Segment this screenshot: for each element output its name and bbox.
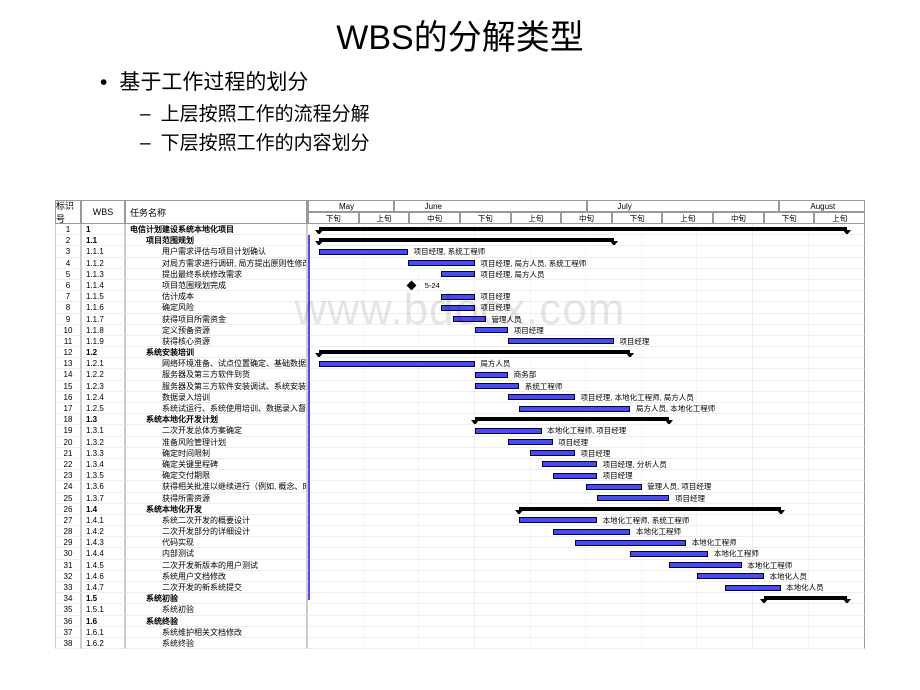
table-row: 151.2.3服务器及第三方软件安装调试、系统安装调试系统工程师 [55, 381, 865, 392]
table-row: 161.2.4数据录入培训项目经理, 本地化工程师, 局方人员 [55, 392, 865, 403]
table-row: 331.4.7二次开发的新系统提交本地化人员 [55, 582, 865, 593]
table-row: 191.3.1二次开发总体方案确定本地化工程师, 项目经理 [55, 425, 865, 436]
page-title: WBS的分解类型 [0, 0, 920, 67]
hdr-name: 任务名称 [125, 200, 307, 224]
table-row: 91.1.7获得项目所需资金管理人员 [55, 314, 865, 325]
table-row: 211.3.3确定时间限制项目经理 [55, 448, 865, 459]
table-row: 141.2.2服务器及第三方软件到货商务部 [55, 369, 865, 380]
bullet-list: 基于工作过程的划分 上层按照工作的流程分解 下层按照工作的内容划分 [0, 67, 920, 158]
table-row: 261.4系统本地化开发 [55, 504, 865, 515]
table-row: 121.2系统安装培训 [55, 347, 865, 358]
table-row: 311.4.5二次开发新版本的用户测试本地化工程师 [55, 560, 865, 571]
hdr-id: 标识号 [55, 200, 81, 224]
bullet-level2-b: 下层按照工作的内容划分 [100, 129, 920, 158]
table-row: 291.4.3代码实现本地化工程师 [55, 537, 865, 548]
header-row: 标识号 WBS 任务名称 MayJuneJulyAugust 下旬上旬中旬下旬上… [55, 200, 865, 224]
table-row: 71.1.5估计成本项目经理 [55, 291, 865, 302]
dependency-line [308, 235, 310, 435]
table-row: 321.4.6系统用户文档修改本地化人员 [55, 571, 865, 582]
bullet-level1: 基于工作过程的划分 [100, 67, 920, 100]
bullet-level2-a: 上层按照工作的流程分解 [100, 100, 920, 129]
dependency-line [308, 430, 310, 600]
table-row: 51.1.3提出最终系统修改需求项目经理, 局方人员 [55, 269, 865, 280]
table-row: 351.5.1系统初验 [55, 604, 865, 615]
table-row: 181.3系统本地化开发计划 [55, 414, 865, 425]
table-row: 221.3.4确定关键里程碑项目经理, 分析人员 [55, 459, 865, 470]
table-row: 81.1.6确定风险项目经理 [55, 302, 865, 313]
hdr-wbs: WBS [81, 200, 125, 224]
table-row: 341.5系统初验 [55, 593, 865, 604]
table-row: 281.4.2二次开发部分的详细设计本地化工程师 [55, 526, 865, 537]
table-row: 171.2.5系统试运行、系统使用培训、数据录入督导.局方人员, 本地化工程师 [55, 403, 865, 414]
gantt-table: 标识号 WBS 任务名称 MayJuneJulyAugust 下旬上旬中旬下旬上… [55, 200, 865, 649]
hdr-timeline: MayJuneJulyAugust 下旬上旬中旬下旬上旬中旬下旬上旬中旬下旬上旬 [307, 200, 865, 224]
table-row: 381.6.2系统终验 [55, 638, 865, 649]
table-row: 61.1.4项目范围规划完成5-24 [55, 280, 865, 291]
table-row: 41.1.2对局方需求进行调研, 局方提出原则性修改意见.项目经理, 局方人员,… [55, 258, 865, 269]
table-row: 201.3.2准备风险管理计划项目经理 [55, 437, 865, 448]
table-row: 361.6系统终验 [55, 616, 865, 627]
table-row: 11电信计划建设系统本地化项目 [55, 224, 865, 235]
table-row: 31.1.1用户需求评估与项目计划确认项目经理, 系统工程师 [55, 246, 865, 257]
table-row: 251.3.7获得所需资源项目经理 [55, 493, 865, 504]
table-row: 111.1.9获得核心资源项目经理 [55, 336, 865, 347]
table-row: 301.4.4内部测试本地化工程师 [55, 548, 865, 559]
table-row: 241.3.6获得相关批准以继续进行（例如, 概念、时序表和预算管理人员, 项目… [55, 481, 865, 492]
table-row: 231.3.5确定交付期限项目经理 [55, 470, 865, 481]
table-row: 101.1.8定义预备资源项目经理 [55, 325, 865, 336]
gantt-chart: 标识号 WBS 任务名称 MayJuneJulyAugust 下旬上旬中旬下旬上… [55, 200, 865, 660]
table-row: 131.2.1网络环境准备、试点位置确定、基础数据确定局方人员 [55, 358, 865, 369]
table-row: 271.4.1系统二次开发的概要设计本地化工程师, 系统工程师 [55, 515, 865, 526]
table-row: 21.1项目范围规划 [55, 235, 865, 246]
table-row: 371.6.1系统维护相关文档修改 [55, 627, 865, 638]
